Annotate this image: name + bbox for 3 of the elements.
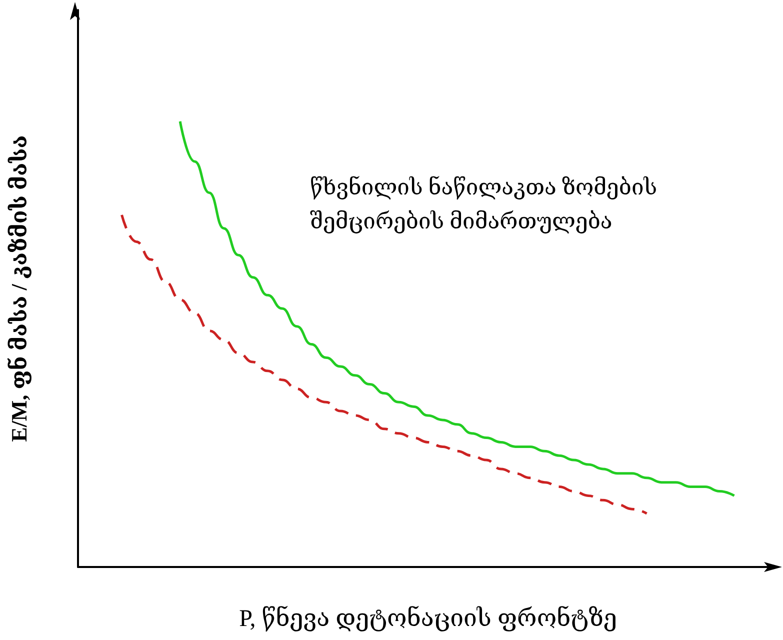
x-axis-title: P, წნევა დეტონაციის ფრონტზე [239,605,617,632]
annotation: წხვნილის ნაწილაკთა ზომების შემცირების მიმართულება [310,174,658,234]
y-axis-title: E/M, ფნ მასა / კაზმის მასა [6,135,32,442]
